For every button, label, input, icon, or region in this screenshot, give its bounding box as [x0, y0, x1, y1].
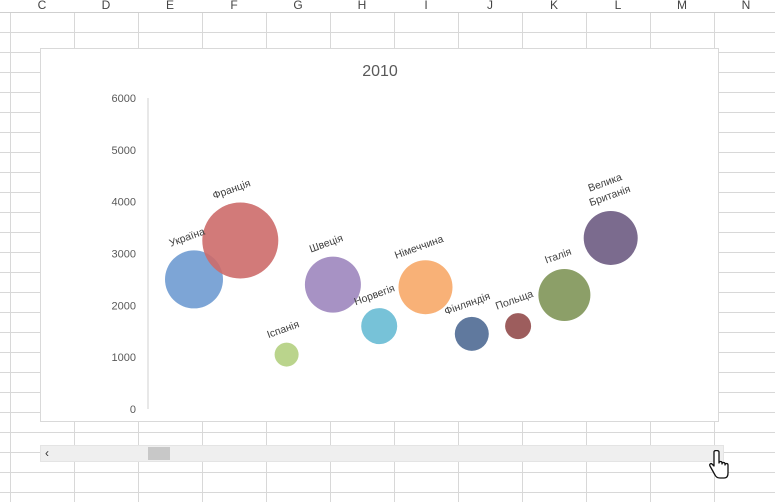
column-header[interactable]: G — [293, 0, 303, 12]
bubble-label: Польща — [494, 288, 535, 313]
bubble-label: Україна — [168, 226, 207, 250]
y-tick-label: 2000 — [112, 300, 136, 312]
bubble — [165, 250, 223, 309]
column-header[interactable]: D — [101, 0, 111, 12]
bubble — [398, 260, 453, 315]
column-header[interactable]: J — [487, 0, 493, 12]
column-header-row: C D E F G H I J K L M N — [0, 0, 775, 13]
bubble-label: Іспанія — [265, 318, 301, 341]
y-tick-label: 6000 — [112, 93, 136, 105]
bubble-label: Франція — [211, 177, 252, 202]
bubble — [202, 202, 279, 279]
bubble — [361, 308, 398, 345]
y-tick-label: 5000 — [112, 145, 136, 157]
bubble-label: Італія — [543, 246, 573, 267]
column-header[interactable]: N — [741, 0, 751, 12]
y-tick-label: 3000 — [112, 249, 136, 261]
bubble-label: ВеликаБританія — [583, 170, 632, 209]
bubble-label: Німеччина — [393, 233, 445, 262]
bubble — [505, 313, 532, 340]
y-tick-label: 4000 — [112, 197, 136, 209]
bubble — [583, 210, 638, 265]
column-header[interactable]: E — [165, 0, 174, 12]
chart-title: 2010 — [362, 63, 398, 80]
column-header[interactable]: K — [549, 0, 558, 12]
bubble — [304, 256, 361, 313]
column-header[interactable]: M — [677, 0, 687, 12]
hand-cursor-icon — [709, 450, 729, 479]
y-tick-label: 0 — [130, 404, 136, 416]
column-header[interactable]: C — [37, 0, 47, 12]
horizontal-scrollbar[interactable]: ‹ › — [40, 445, 724, 462]
bubble — [454, 316, 489, 351]
y-tick-label: 1000 — [112, 352, 136, 364]
scroll-thumb[interactable] — [148, 447, 170, 460]
column-header[interactable]: F — [230, 0, 238, 12]
column-header[interactable]: I — [424, 0, 428, 12]
bubble-label: Швеція — [308, 232, 345, 255]
bubble — [538, 268, 591, 321]
column-header[interactable]: L — [614, 0, 622, 12]
bubble — [274, 342, 299, 367]
scroll-left-arrow[interactable]: ‹ — [45, 446, 49, 460]
bubble-chart[interactable]: 2010 0 1000 2000 3000 4000 5000 6000 Україна Фран… — [40, 48, 719, 422]
column-header[interactable]: H — [357, 0, 367, 12]
chart-plot-area: 2010 0 1000 2000 3000 4000 5000 6000 УкраїнаФран… — [112, 63, 638, 416]
